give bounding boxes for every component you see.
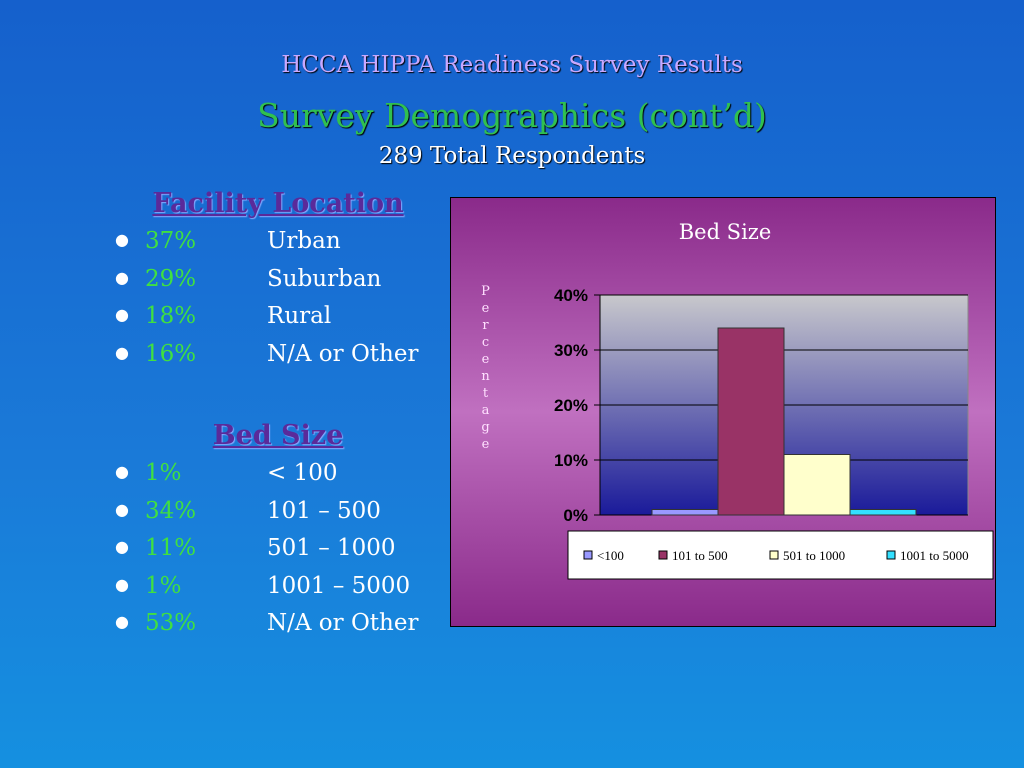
legend-label: 1001 to 5000 xyxy=(900,548,969,563)
bar xyxy=(717,327,785,516)
item-label: Rural xyxy=(267,303,332,329)
item-label: Suburban xyxy=(267,265,382,292)
item-percent: 34% xyxy=(145,497,197,524)
bullet: ● xyxy=(115,537,129,556)
respondents: 289 Total Respondents xyxy=(378,143,646,169)
bullet: ● xyxy=(115,305,129,324)
y-tick-label: 30% xyxy=(554,341,588,360)
bullet: ● xyxy=(115,342,129,362)
item-percent: 11% xyxy=(145,535,197,561)
y-axis-label: Percentage xyxy=(478,284,493,454)
legend-swatch xyxy=(769,550,779,560)
section-heading: Facility Location xyxy=(152,188,404,219)
item-label: < 100 xyxy=(267,460,338,486)
slide-subtitle: Survey Demographics (cont’d) xyxy=(257,96,767,135)
item-label: 101 – 500 xyxy=(267,497,381,524)
legend-box xyxy=(567,530,994,580)
y-tick-label: 0% xyxy=(563,506,588,525)
item-label: 501 – 1000 xyxy=(267,535,396,561)
item-percent: 18% xyxy=(145,303,197,329)
item-percent: 53% xyxy=(145,610,197,636)
slide-title: HCCA HIPPA Readiness Survey Results xyxy=(281,52,743,78)
item-percent: 1% xyxy=(145,460,182,486)
y-tick-label: 10% xyxy=(554,451,588,470)
item-label: N/A or Other xyxy=(267,340,419,367)
legend-swatch xyxy=(583,550,593,560)
bar xyxy=(651,509,719,516)
y-tick-label: 40% xyxy=(554,286,588,305)
item-percent: 16% xyxy=(145,340,197,367)
section-heading: Bed Size xyxy=(212,420,344,451)
legend-label: 501 to 1000 xyxy=(783,548,845,563)
chart: Bed Size 0% 10% 20% 30% 40% <100 101 to 500 501… xyxy=(450,197,996,627)
bullet: ● xyxy=(115,267,129,287)
item-percent: 37% xyxy=(145,228,197,254)
bar xyxy=(783,454,851,516)
item-label: 1001 – 5000 xyxy=(267,572,411,599)
legend-label: 101 to 500 xyxy=(672,548,728,563)
legend-swatch xyxy=(886,550,896,560)
bar xyxy=(849,509,917,516)
bullet: ● xyxy=(115,574,129,594)
item-percent: 1% xyxy=(145,572,182,599)
item-percent: 29% xyxy=(145,265,197,292)
legend-label: <100 xyxy=(597,548,624,563)
chart-title: Bed Size xyxy=(679,220,772,244)
item-label: Urban xyxy=(267,228,341,254)
item-label: N/A or Other xyxy=(267,610,419,636)
bullet: ● xyxy=(115,499,129,519)
bullet: ● xyxy=(115,612,129,631)
bullet: ● xyxy=(115,462,129,481)
y-tick-label: 20% xyxy=(554,396,588,415)
legend-swatch xyxy=(658,550,668,560)
bullet: ● xyxy=(115,230,129,249)
